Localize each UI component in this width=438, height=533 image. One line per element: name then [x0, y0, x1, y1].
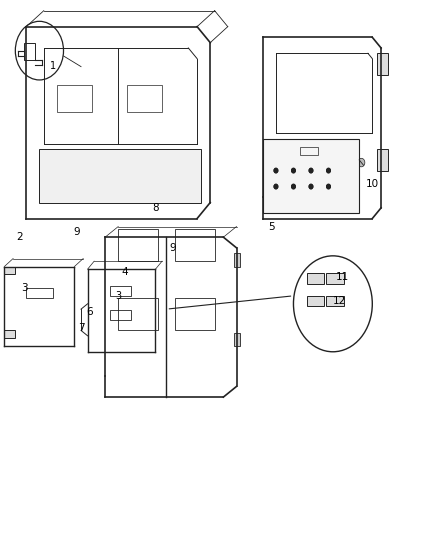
Text: 2: 2	[16, 232, 23, 242]
Bar	[57, 85, 92, 112]
Bar	[377, 53, 388, 75]
Circle shape	[358, 158, 365, 167]
Text: 7: 7	[78, 323, 85, 333]
Bar	[118, 298, 158, 330]
Circle shape	[327, 168, 330, 173]
Circle shape	[274, 168, 278, 173]
Bar	[307, 273, 324, 284]
Bar	[26, 288, 53, 298]
Circle shape	[274, 168, 278, 173]
Circle shape	[292, 184, 295, 189]
Text: 9: 9	[73, 227, 80, 237]
Circle shape	[274, 184, 278, 189]
Text: 3: 3	[21, 283, 28, 293]
Circle shape	[292, 184, 295, 189]
Bar	[326, 296, 344, 306]
Bar	[307, 296, 324, 306]
Circle shape	[274, 184, 278, 189]
Text: 6: 6	[86, 307, 93, 317]
Bar	[4, 266, 15, 274]
Circle shape	[309, 168, 313, 173]
Circle shape	[309, 184, 313, 189]
Bar	[110, 310, 131, 320]
Bar	[110, 286, 131, 296]
Text: 1: 1	[49, 61, 56, 70]
Bar	[39, 149, 201, 203]
Text: 4: 4	[121, 267, 128, 277]
Circle shape	[292, 168, 295, 173]
Bar	[4, 330, 15, 338]
Text: 8: 8	[152, 203, 159, 213]
Circle shape	[327, 184, 330, 189]
Bar	[326, 273, 344, 284]
Bar	[175, 298, 215, 330]
Bar	[234, 253, 240, 266]
Circle shape	[309, 184, 313, 189]
Circle shape	[327, 184, 330, 189]
Bar	[300, 147, 318, 155]
Bar	[175, 229, 215, 261]
Circle shape	[309, 168, 313, 173]
Circle shape	[292, 168, 295, 173]
Text: 11: 11	[336, 272, 349, 282]
Text: 10: 10	[366, 179, 379, 189]
Bar	[263, 139, 359, 213]
Text: 5: 5	[268, 222, 275, 231]
Bar	[24, 43, 35, 60]
Text: 12: 12	[333, 296, 346, 306]
Circle shape	[327, 168, 330, 173]
Bar	[234, 333, 240, 346]
Text: 3: 3	[115, 291, 121, 301]
Bar	[127, 85, 162, 112]
Bar	[118, 229, 158, 261]
Bar	[377, 149, 388, 171]
Text: 9: 9	[170, 243, 177, 253]
